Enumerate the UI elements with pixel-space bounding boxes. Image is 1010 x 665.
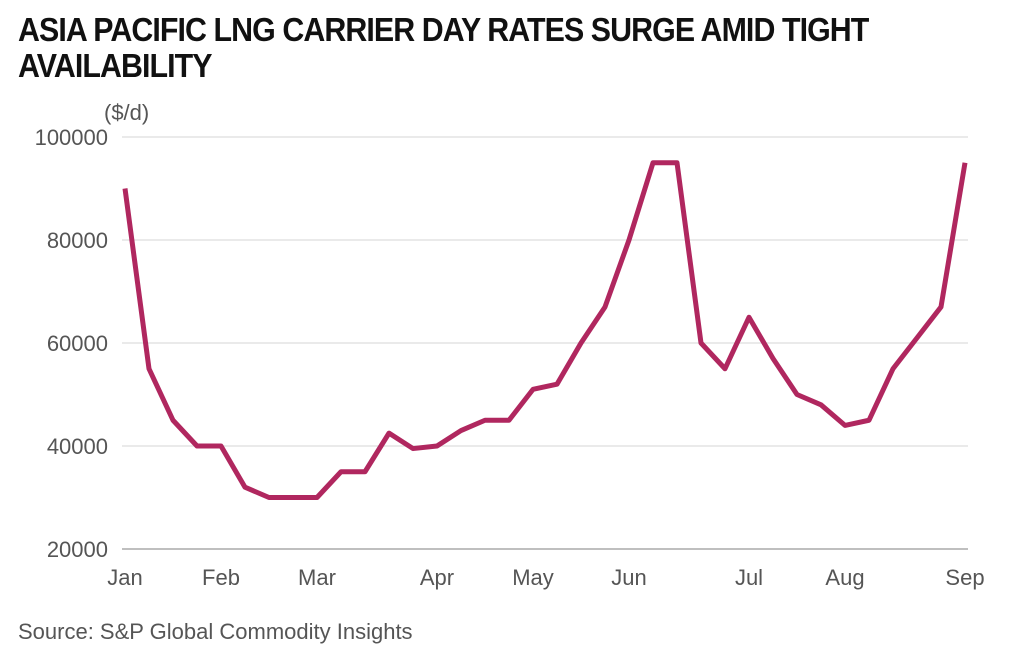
x-tick-label: Mar xyxy=(298,565,336,590)
x-tick-label: Feb xyxy=(202,565,240,590)
y-tick-label: 80000 xyxy=(47,228,108,253)
source: Source: S&P Global Commodity Insights xyxy=(18,619,413,644)
y-tick-label: 40000 xyxy=(47,434,108,459)
x-tick-label: Aug xyxy=(825,565,864,590)
line xyxy=(122,160,968,500)
x-tick-label: May xyxy=(512,565,554,590)
x-tick-label: Jan xyxy=(107,565,142,590)
x-tick-label: Jun xyxy=(611,565,646,590)
chart-title: ASIA PACIFIC LNG CARRIER DAY RATES SURGE… xyxy=(18,11,869,84)
y-axis-label: ($/d) xyxy=(104,100,149,125)
x-tick-label: Apr xyxy=(420,565,454,590)
y-tick-label: 60000 xyxy=(47,331,108,356)
x-tick-label: Sep xyxy=(945,565,984,590)
x-tick-label: Jul xyxy=(735,565,763,590)
y-tick-label: 20000 xyxy=(47,537,108,562)
y-tick-label: 100000 xyxy=(35,125,108,150)
